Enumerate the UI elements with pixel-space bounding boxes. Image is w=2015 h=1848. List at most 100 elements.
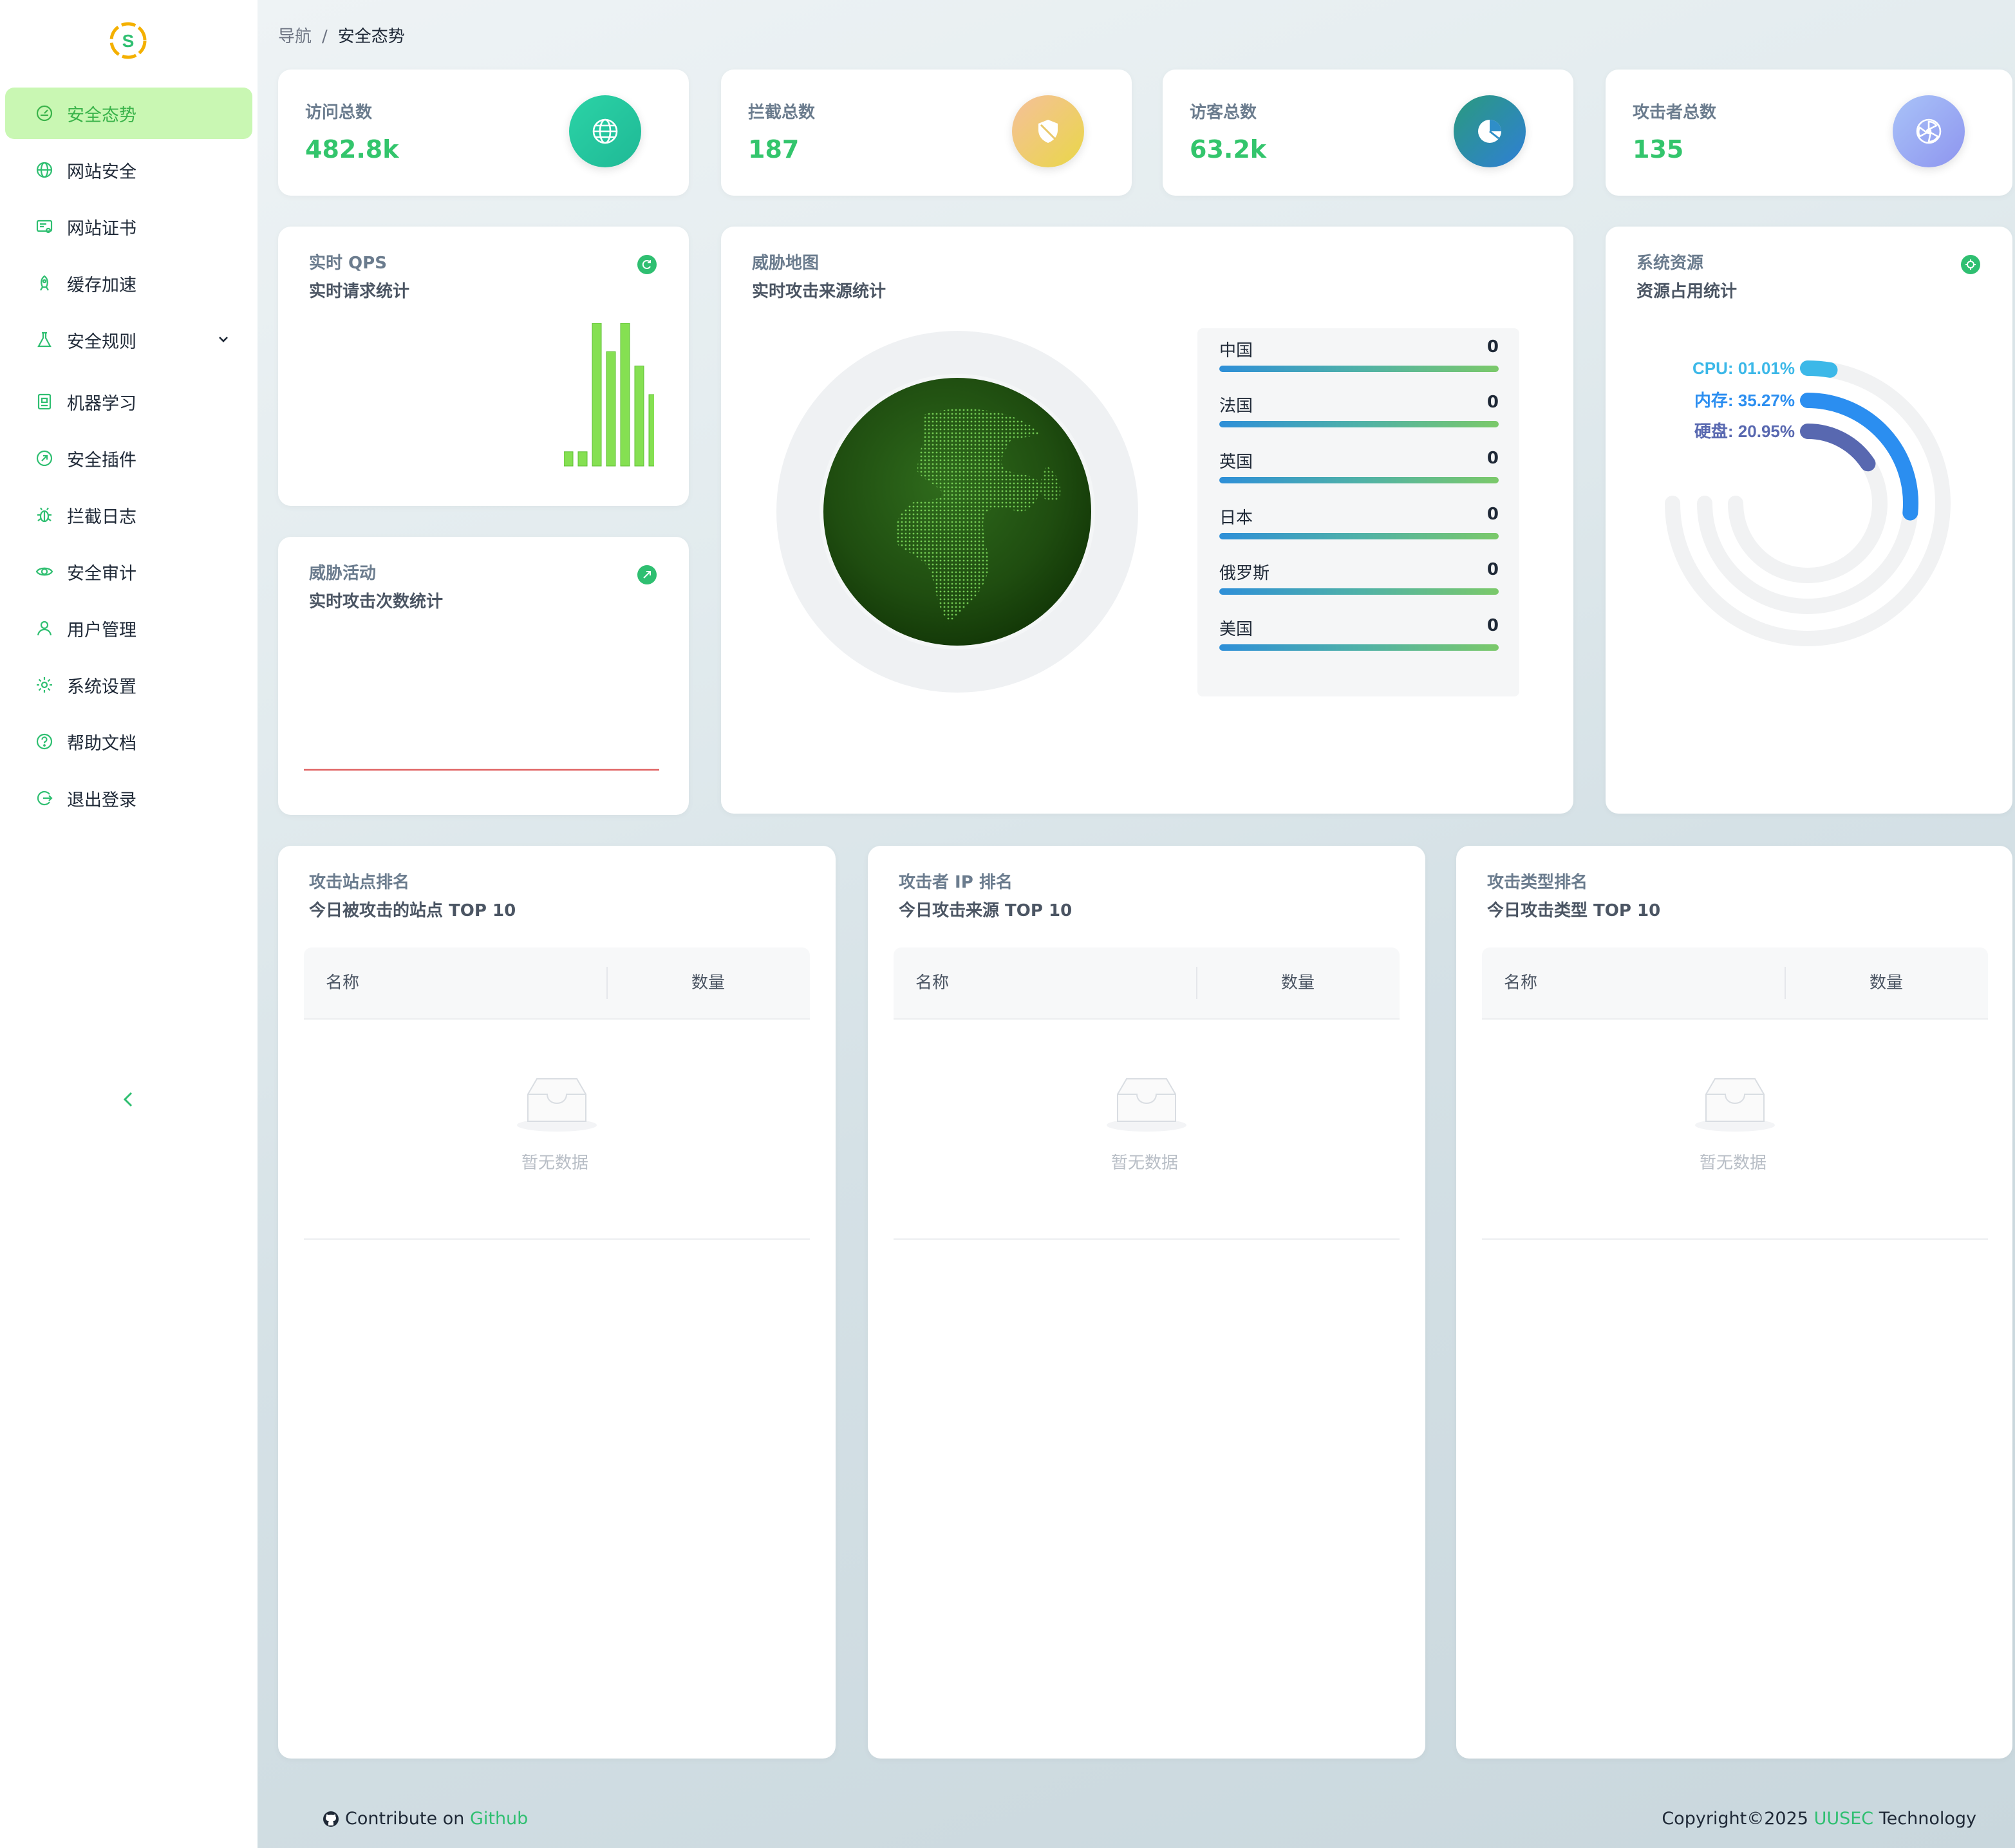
sidebar-item-website-security[interactable]: 网站安全 <box>5 144 252 196</box>
country-list: 中国 0 法国 0 英国 0 日本 0 俄罗斯 0 美国 0 <box>1197 328 1519 696</box>
sidebar-item-label: 网站安全 <box>67 162 136 182</box>
sidebar-item-security-rules[interactable]: 安全规则 <box>5 314 252 366</box>
empty-inbox-icon <box>1695 1078 1775 1132</box>
column-header-count[interactable]: 数量 <box>1870 973 1904 993</box>
card-title: 威胁活动 <box>309 564 377 583</box>
sidebar-item-help[interactable]: 帮助文档 <box>5 716 252 767</box>
threat-activity-line-chart <box>304 769 659 771</box>
table-divider <box>1482 1238 1988 1240</box>
stat-value: 135 <box>1633 135 1684 163</box>
shield-icon <box>1012 95 1084 167</box>
rank-card-sites: 攻击站点排名 今日被攻击的站点 TOP 10 名称 数量 暂无数据 <box>278 846 836 1759</box>
radial-label: CPU: 01.01% <box>1692 359 1795 378</box>
card-title: 实时 QPS <box>309 254 387 273</box>
card-subtitle: 实时攻击次数统计 <box>309 592 444 611</box>
country-bar <box>1219 533 1499 539</box>
country-row: 英国 0 <box>1219 440 1499 495</box>
sidebar-item-dashboard[interactable]: 安全态势 <box>5 88 252 139</box>
footer-copyright: Copyright©2025 UUSEC Technology <box>1662 1809 1976 1829</box>
eye-icon <box>35 562 54 581</box>
card-subtitle: 实时请求统计 <box>309 282 410 301</box>
breadcrumb-current: 安全态势 <box>337 27 405 46</box>
breadcrumb-root[interactable]: 导航 <box>278 27 312 46</box>
sidebar-item-label: 退出登录 <box>67 790 136 810</box>
globe-visual <box>776 331 1138 693</box>
sidebar-item-label: 缓存加速 <box>67 275 136 295</box>
card-subtitle: 实时攻击来源统计 <box>752 282 886 301</box>
stat-card-attackers: 攻击者总数 135 <box>1606 70 2012 196</box>
country-row: 日本 0 <box>1219 496 1499 551</box>
country-count: 0 <box>1486 616 1499 635</box>
plugin-icon <box>35 449 54 468</box>
column-header-count[interactable]: 数量 <box>691 973 726 993</box>
github-link[interactable]: Github <box>469 1809 529 1829</box>
column-header-count[interactable]: 数量 <box>1281 973 1315 993</box>
stat-value: 63.2k <box>1190 135 1267 163</box>
country-count: 0 <box>1486 393 1499 412</box>
sidebar-item-block-logs[interactable]: 拦截日志 <box>5 489 252 541</box>
sidebar-item-cache[interactable]: 缓存加速 <box>5 257 252 309</box>
country-count: 0 <box>1486 449 1499 468</box>
country-bar <box>1219 477 1499 483</box>
column-header-name[interactable]: 名称 <box>915 973 950 993</box>
column-divider <box>1785 967 1786 999</box>
stat-card-blocked: 拦截总数 187 <box>721 70 1132 196</box>
logo-icon[interactable]: S <box>107 19 149 62</box>
sidebar-item-logout[interactable]: 退出登录 <box>5 772 252 824</box>
table-divider <box>894 1238 1400 1240</box>
certificate-icon <box>35 217 54 236</box>
radial-bar-0 <box>1800 360 1838 378</box>
breadcrumb: 导航 / 安全态势 <box>278 23 405 47</box>
radial-label: 内存: 35.27% <box>1694 391 1795 410</box>
sidebar-item-plugins[interactable]: 安全插件 <box>5 433 252 484</box>
activity-icon[interactable] <box>637 565 657 584</box>
table-divider <box>304 1018 810 1020</box>
table-divider <box>894 1018 1400 1020</box>
column-divider <box>606 967 608 999</box>
copyright-prefix: Copyright©2025 <box>1662 1809 1808 1829</box>
country-name: 日本 <box>1219 509 1253 528</box>
country-bar <box>1219 366 1499 372</box>
country-bar <box>1219 644 1499 651</box>
refresh-icon[interactable] <box>637 255 657 274</box>
ml-icon <box>35 392 54 411</box>
sidebar-item-label: 用户管理 <box>67 620 136 640</box>
empty-inbox-icon <box>1107 1078 1186 1132</box>
user-icon <box>35 619 54 638</box>
sidebar-item-machine-learning[interactable]: 机器学习 <box>5 376 252 427</box>
column-header-name[interactable]: 名称 <box>1504 973 1538 993</box>
sidebar-item-label: 帮助文档 <box>67 733 136 754</box>
threat-activity-card: 威胁活动 实时攻击次数统计 <box>278 537 689 815</box>
sidebar-item-settings[interactable]: 系统设置 <box>5 659 252 711</box>
qps-bar <box>606 351 616 467</box>
card-title: 攻击者 IP 排名 <box>899 873 1013 892</box>
rank-card-attacker-ip: 攻击者 IP 排名 今日攻击来源 TOP 10 名称 数量 暂无数据 <box>868 846 1425 1759</box>
stat-card-visits: 访问总数 482.8k <box>278 70 689 196</box>
table-header: 名称 数量 <box>1482 947 1988 1018</box>
qps-bar <box>592 323 602 467</box>
empty-inbox-icon <box>517 1078 597 1132</box>
chevron-down-icon[interactable] <box>214 330 233 349</box>
sidebar-item-certificates[interactable]: 网站证书 <box>5 201 252 252</box>
sidebar-item-label: 安全审计 <box>67 563 136 584</box>
country-row: 法国 0 <box>1219 384 1499 439</box>
system-resources-card: 系统资源 资源占用统计 CPU: 01.01% 内存: 35.27% 硬盘: 20.… <box>1606 227 2012 814</box>
refresh-icon[interactable] <box>1961 255 1980 274</box>
copyright-suffix: Technology <box>1879 1809 1976 1829</box>
svg-text:S: S <box>122 31 135 51</box>
help-icon <box>35 732 54 751</box>
radial-label: 硬盘: 20.95% <box>1694 422 1795 441</box>
sidebar-item-audit[interactable]: 安全审计 <box>5 546 252 597</box>
card-subtitle: 今日攻击类型 TOP 10 <box>1487 901 1661 920</box>
sidebar-item-label: 系统设置 <box>67 677 136 697</box>
collapse-sidebar-icon[interactable] <box>117 1088 140 1111</box>
stat-label: 访问总数 <box>305 103 373 122</box>
country-count: 0 <box>1486 505 1499 524</box>
company-link[interactable]: UUSEC <box>1814 1809 1874 1829</box>
sidebar-item-users[interactable]: 用户管理 <box>5 602 252 654</box>
card-title: 攻击站点排名 <box>309 873 410 892</box>
stat-label: 攻击者总数 <box>1633 103 1717 122</box>
table-header: 名称 数量 <box>304 947 810 1018</box>
column-header-name[interactable]: 名称 <box>326 973 360 993</box>
card-title: 系统资源 <box>1636 254 1704 273</box>
